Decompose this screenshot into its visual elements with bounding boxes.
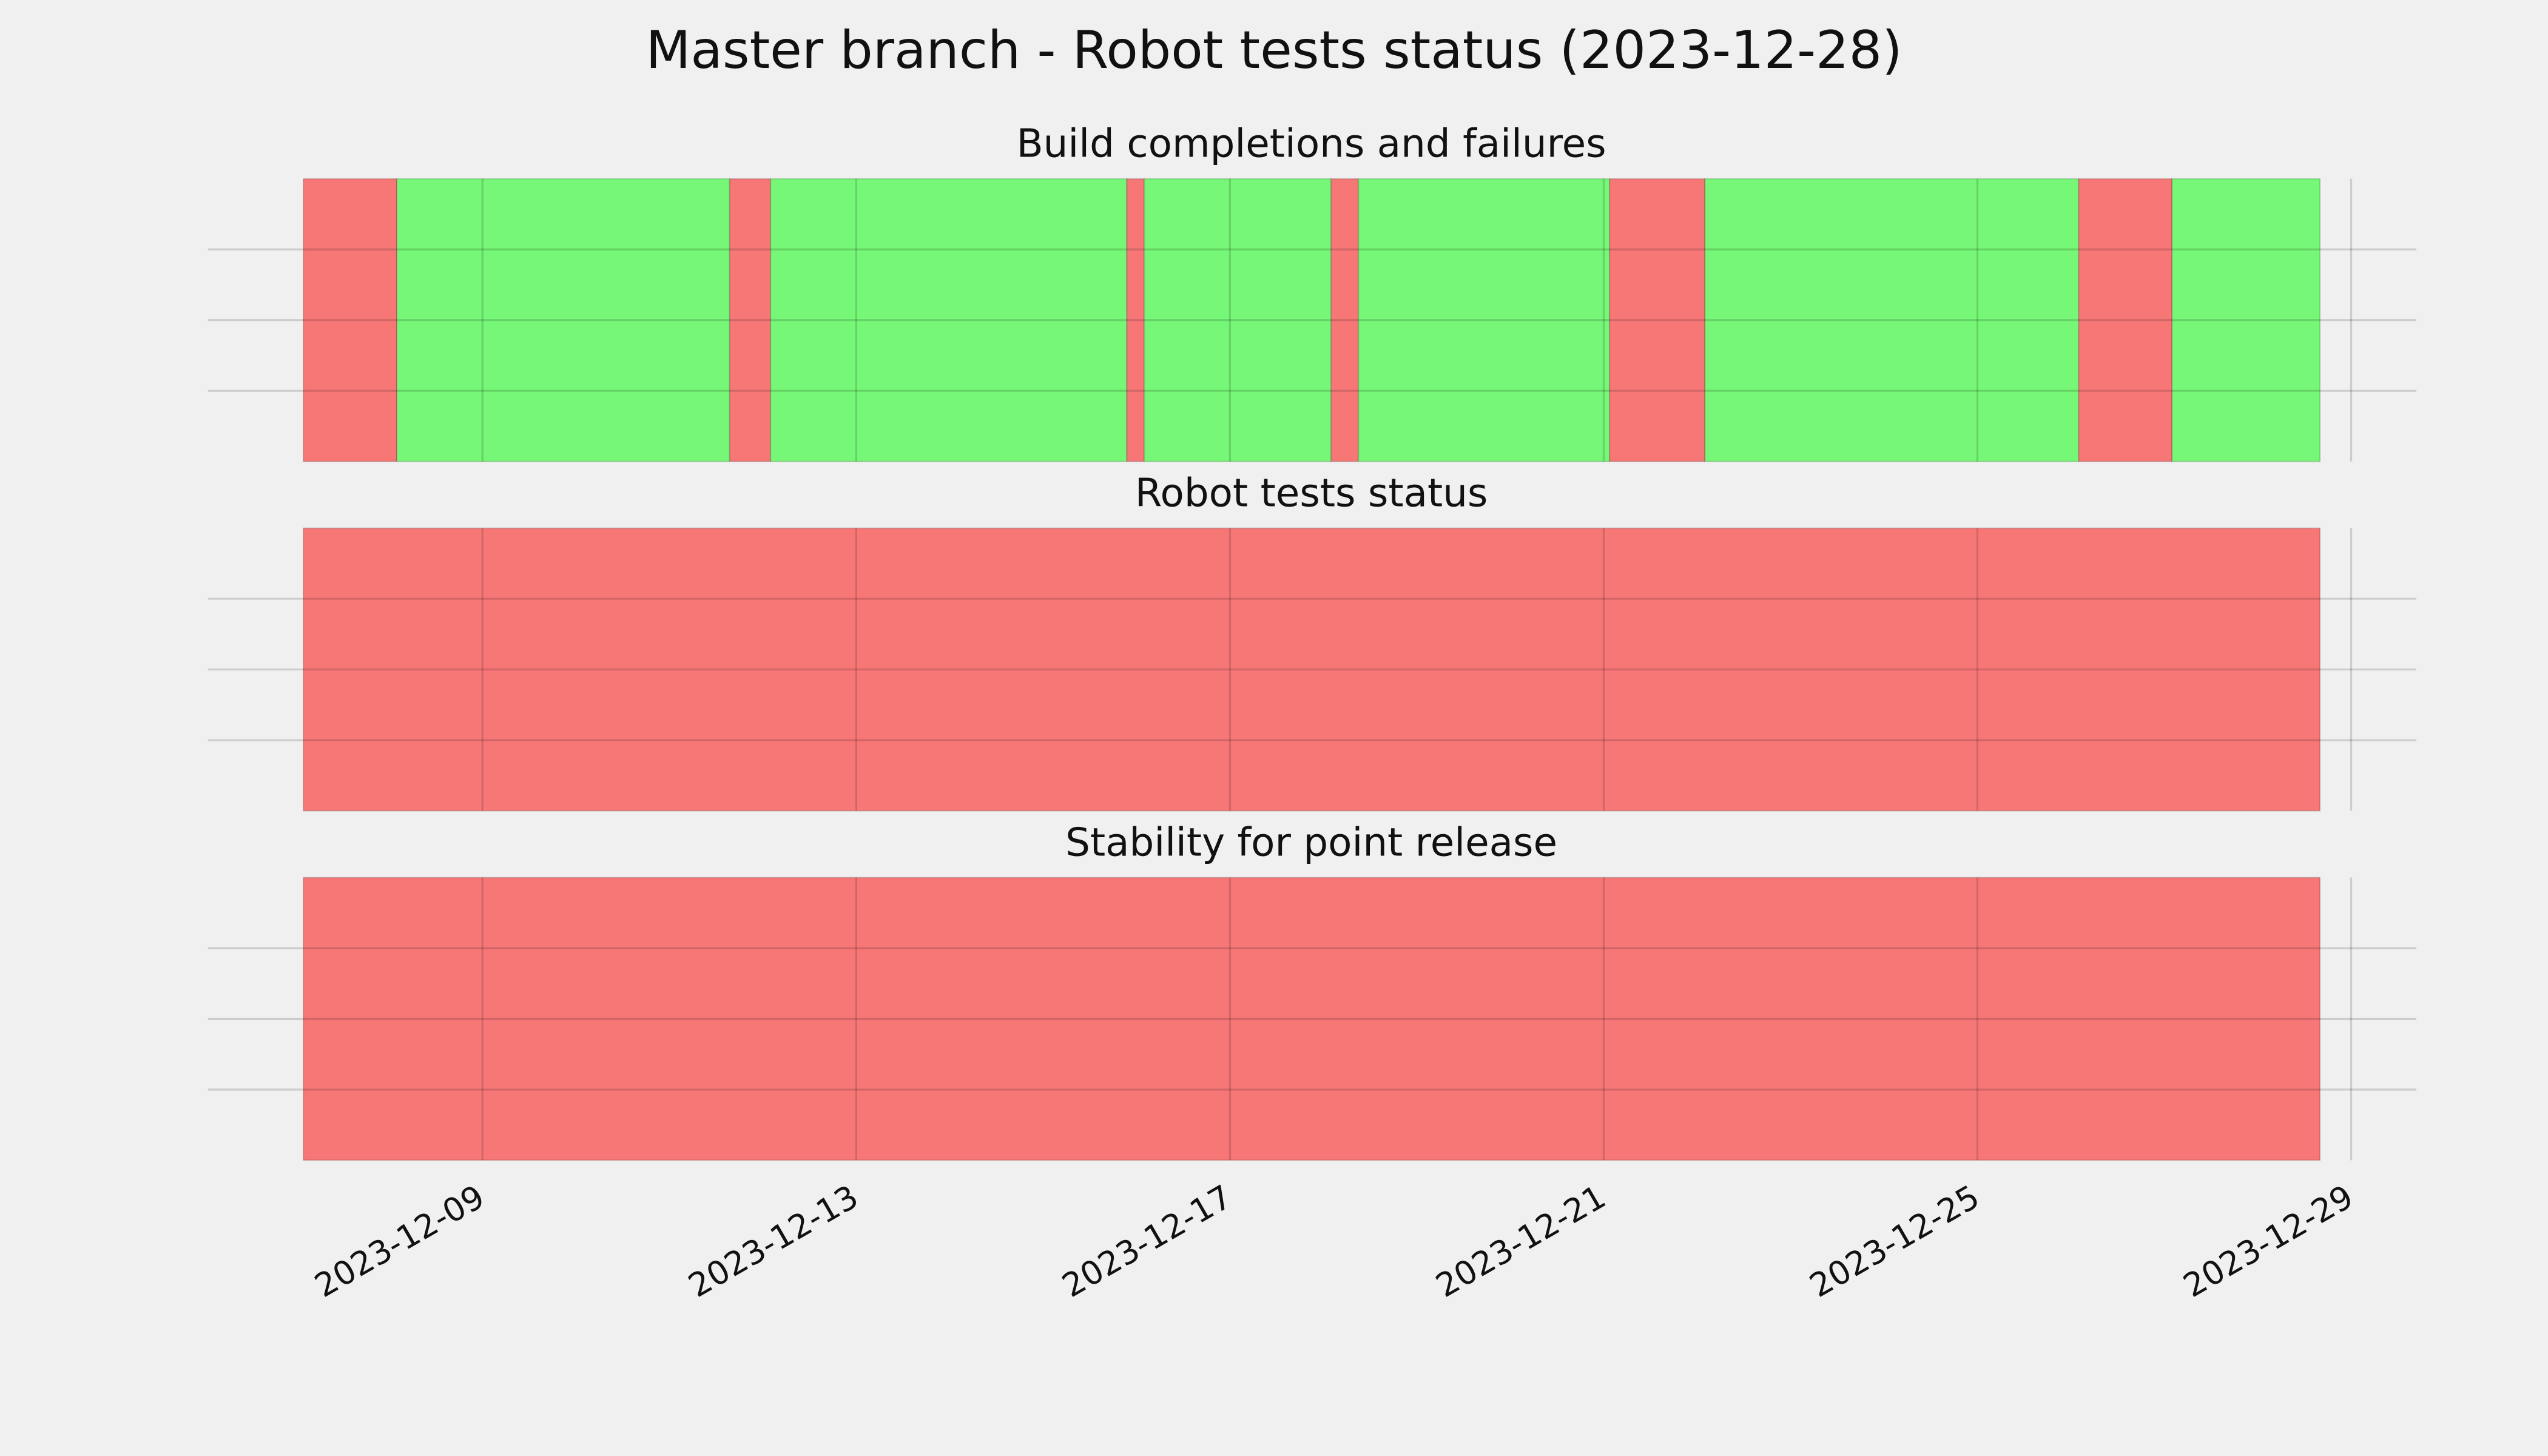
span — [1608, 178, 1706, 462]
span — [303, 877, 2321, 1161]
span — [729, 178, 772, 462]
span — [303, 527, 2321, 812]
span — [303, 178, 398, 462]
span — [1704, 178, 2080, 462]
panel-title: Stability for point release — [1065, 820, 1557, 865]
span — [2078, 178, 2173, 462]
span — [770, 178, 1128, 462]
panel-title: Build completions and failures — [1017, 121, 1606, 167]
panel-title: Robot tests status — [1135, 471, 1488, 516]
span — [1144, 178, 1332, 462]
chart-title: Master branch - Robot tests status (2023… — [645, 20, 1902, 81]
span — [1126, 178, 1145, 462]
span — [2171, 178, 2321, 462]
span — [1358, 178, 1611, 462]
span — [396, 178, 730, 462]
